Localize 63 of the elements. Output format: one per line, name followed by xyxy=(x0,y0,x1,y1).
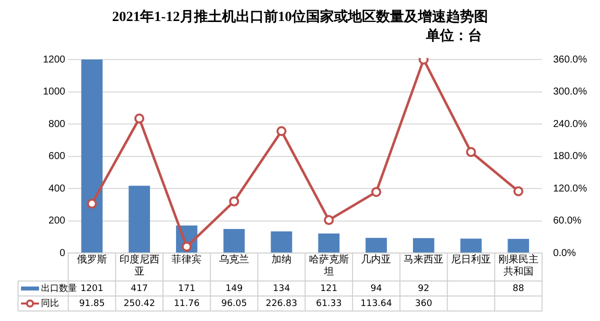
y-tick-label: 400 xyxy=(48,183,66,194)
data-label: 250.42 xyxy=(124,298,156,309)
point xyxy=(513,186,524,196)
data-label: 149 xyxy=(225,284,243,294)
legend-label: 出口数量 xyxy=(41,282,77,294)
point xyxy=(371,186,382,197)
y2-tick-label: 240.0% xyxy=(553,118,588,130)
data-label: 94 xyxy=(370,284,382,294)
x-tick-label: 几内亚 xyxy=(361,254,392,266)
legend-label: 同比 xyxy=(41,298,59,309)
point xyxy=(134,113,144,124)
y2-tick-label: 300.0% xyxy=(553,86,588,98)
x-tick-label: 加纳 xyxy=(271,254,292,266)
point xyxy=(182,242,192,252)
data-label: 11.76 xyxy=(174,298,200,309)
y-tick-label: 600 xyxy=(48,151,66,162)
point xyxy=(324,215,334,226)
x-tick-label: 马来西亚 xyxy=(404,254,444,266)
y2-tick-label: 0.0% xyxy=(553,248,576,259)
point xyxy=(229,196,240,206)
data-label: 1201 xyxy=(80,284,104,294)
x-tick-label: 菲律宾 xyxy=(172,254,202,266)
point xyxy=(276,126,286,136)
data-label: 91.85 xyxy=(79,298,105,309)
x-tick-label: 乌克兰 xyxy=(219,254,250,266)
point xyxy=(466,147,476,158)
x-tick-label: 哈萨克斯坦 xyxy=(308,254,349,278)
data-label: 417 xyxy=(130,284,148,294)
data-label: 61.33 xyxy=(316,298,342,309)
data-label: 92 xyxy=(418,284,430,294)
y2-tick-label: 180.0% xyxy=(553,151,588,162)
y-tick-label: 1200 xyxy=(42,54,66,66)
bar xyxy=(318,234,340,252)
x-tick-label: 刚果民主共和国 xyxy=(498,254,538,278)
y2-tick-label: 360.0% xyxy=(553,54,588,66)
data-label: 121 xyxy=(320,284,338,294)
bar xyxy=(270,231,292,252)
y-tick-label: 0 xyxy=(60,248,66,259)
data-label: 96.05 xyxy=(221,298,247,309)
data-label: 226.83 xyxy=(266,298,298,309)
chart-subtitle: 单位：台 xyxy=(426,27,482,45)
data-label: 134 xyxy=(272,284,290,294)
bar xyxy=(366,238,387,252)
data-label: 113.64 xyxy=(360,298,392,309)
bar xyxy=(223,228,245,252)
point xyxy=(86,198,97,209)
y2-tick-label: 120.0% xyxy=(553,183,588,194)
bar xyxy=(81,59,103,252)
y2-tick-label: 60.0% xyxy=(553,216,582,227)
y-tick-label: 800 xyxy=(48,118,66,130)
data-label: 360 xyxy=(415,298,432,309)
x-tick-label: 尼日利亚 xyxy=(451,254,492,266)
data-label: 171 xyxy=(178,284,196,294)
x-tick-label: 印度尼西亚 xyxy=(119,254,160,278)
bar xyxy=(412,238,434,252)
x-tick-label: 俄罗斯 xyxy=(76,254,107,266)
chart-title: 2021年1-12月推土机出口前10位国家或地区数量及增速趋势图 xyxy=(111,8,489,26)
bar xyxy=(508,238,530,252)
data-label: 88 xyxy=(512,284,524,294)
bar xyxy=(128,186,150,252)
bar xyxy=(460,238,482,252)
y-tick-label: 1000 xyxy=(42,86,66,98)
y-tick-label: 200 xyxy=(48,216,66,227)
